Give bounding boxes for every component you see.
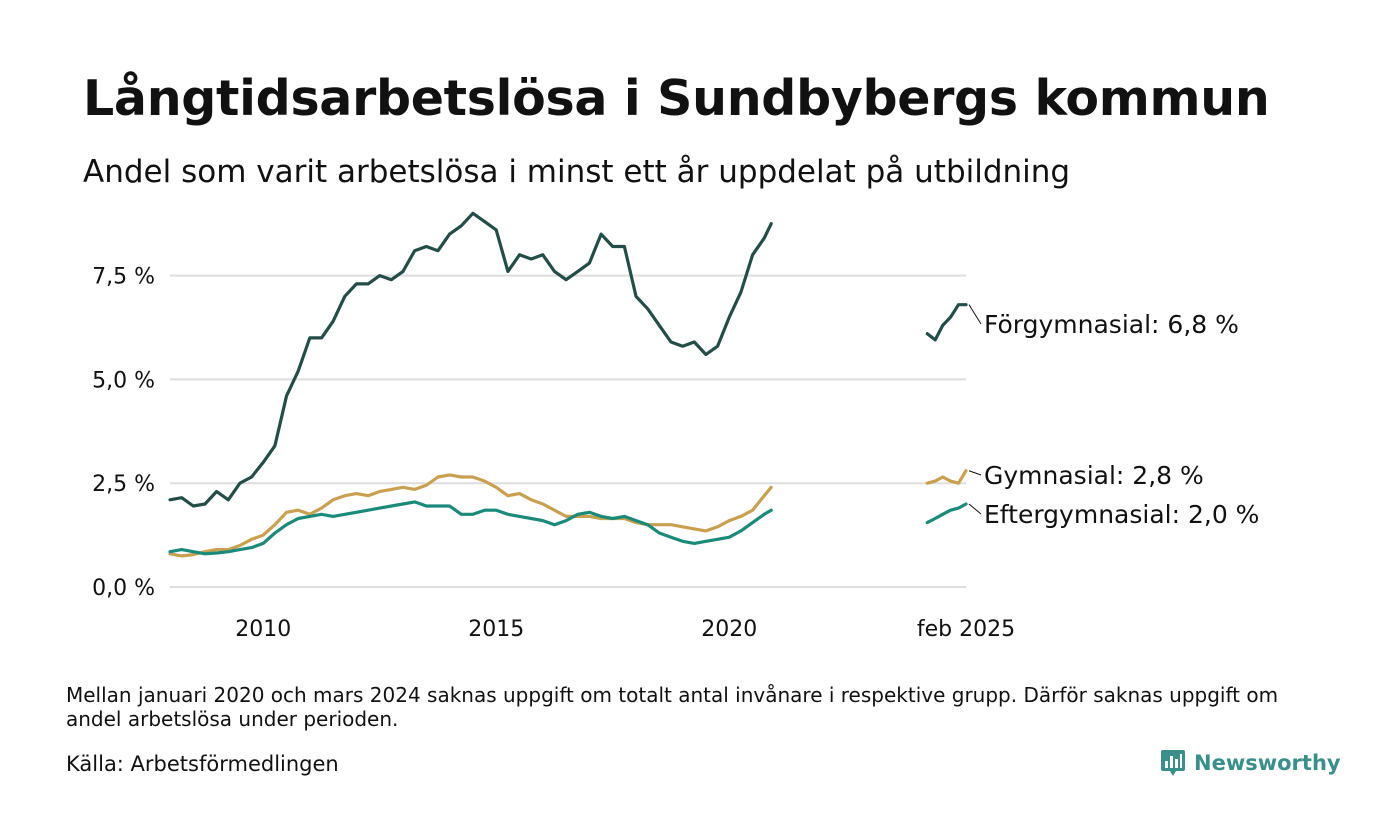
series-line-gymnasial-0 — [168, 473, 773, 558]
series-line-gymnasial-1 — [925, 469, 968, 485]
x-tick-label-1: 2015 — [468, 617, 524, 642]
end-label-connector-0 — [968, 304, 982, 325]
line-chart: 0,0 % 2,5 % 5,0 % 7,5 % 2010 2015 2020 feb 202… — [92, 211, 1259, 642]
x-tick-label-3: feb 2025 — [917, 617, 1015, 642]
series-line-förgymnasial-1 — [925, 303, 968, 342]
end-label-connector-1 — [968, 470, 982, 476]
series-line-förgymnasial-0 — [168, 211, 773, 508]
end-label-förgymnasial: Förgymnasial: 6,8 % — [984, 310, 1239, 339]
chart-subtitle: Andel som varit arbetslösa i minst ett å… — [83, 154, 1071, 190]
brand-name: Newsworthy — [1194, 751, 1341, 775]
y-tick-label-2: 5,0 % — [92, 368, 155, 393]
series-end-labels: Förgymnasial: 6,8 % Gymnasial: 2,8 % Efter… — [968, 304, 1259, 529]
end-label-connector-2 — [968, 503, 982, 515]
series-line-eftergymnasial-0 — [168, 500, 773, 556]
source-credit: Källa: Arbetsförmedlingen — [66, 752, 339, 776]
series-lines — [168, 211, 968, 558]
y-tick-label-0: 0,0 % — [92, 576, 155, 601]
x-tick-label-2: 2020 — [701, 617, 757, 642]
brand-logo: Newsworthy — [1160, 748, 1341, 778]
y-tick-label-3: 7,5 % — [92, 265, 155, 290]
end-label-gymnasial: Gymnasial: 2,8 % — [984, 461, 1204, 490]
gridlines — [170, 274, 966, 588]
chart-title: Långtidsarbetslösa i Sundbybergs kommun — [83, 70, 1270, 127]
x-tick-label-0: 2010 — [235, 617, 291, 642]
bar-chart-speech-bubble-icon — [1161, 750, 1185, 776]
footnote: Mellan januari 2020 och mars 2024 saknas… — [66, 683, 1279, 731]
series-line-eftergymnasial-1 — [925, 502, 968, 525]
y-tick-label-1: 2,5 % — [92, 472, 155, 497]
y-axis-ticks: 0,0 % 2,5 % 5,0 % 7,5 % — [92, 265, 155, 601]
x-axis-ticks: 2010 2015 2020 feb 2025 — [235, 617, 1015, 642]
end-label-eftergymnasial: Eftergymnasial: 2,0 % — [984, 500, 1259, 529]
